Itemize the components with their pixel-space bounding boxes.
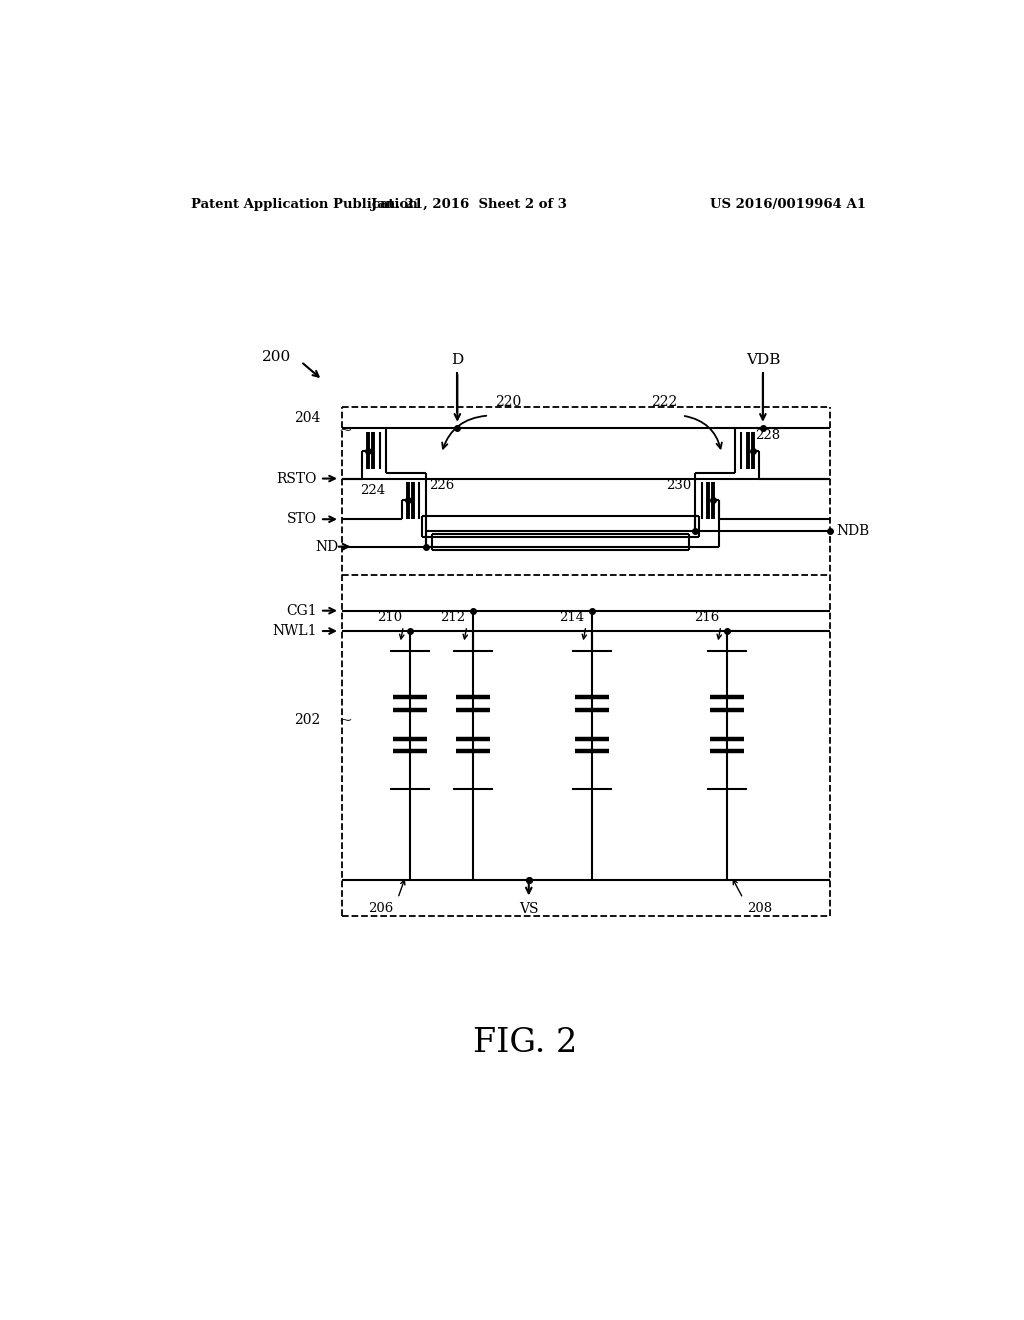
Text: 228: 228: [755, 429, 780, 442]
Text: 224: 224: [360, 483, 386, 496]
Text: STO: STO: [287, 512, 316, 527]
Text: 206: 206: [369, 903, 394, 915]
Text: CG1: CG1: [287, 603, 316, 618]
Text: 200: 200: [261, 350, 291, 363]
Text: 214: 214: [559, 611, 585, 624]
Text: 230: 230: [667, 479, 691, 492]
Text: 220: 220: [495, 396, 521, 409]
Text: 204: 204: [294, 411, 321, 425]
Text: D: D: [452, 352, 464, 367]
Text: 216: 216: [694, 611, 719, 624]
Text: FIG. 2: FIG. 2: [473, 1027, 577, 1059]
Text: 222: 222: [651, 396, 677, 409]
Text: NDB: NDB: [837, 524, 870, 539]
Text: RSTO: RSTO: [276, 471, 316, 486]
Text: US 2016/0019964 A1: US 2016/0019964 A1: [710, 198, 866, 211]
Text: 226: 226: [429, 479, 454, 492]
Text: ~: ~: [338, 421, 352, 438]
Text: 212: 212: [440, 611, 465, 624]
Text: ND: ND: [315, 540, 338, 553]
Text: NWL1: NWL1: [272, 624, 316, 638]
Text: VDB: VDB: [745, 352, 780, 367]
Text: 208: 208: [748, 903, 772, 915]
Text: 210: 210: [377, 611, 401, 624]
Text: Patent Application Publication: Patent Application Publication: [191, 198, 418, 211]
Text: 202: 202: [294, 713, 321, 727]
Text: VS: VS: [519, 903, 539, 916]
Text: Jan. 21, 2016  Sheet 2 of 3: Jan. 21, 2016 Sheet 2 of 3: [372, 198, 567, 211]
Text: ~: ~: [338, 711, 352, 729]
